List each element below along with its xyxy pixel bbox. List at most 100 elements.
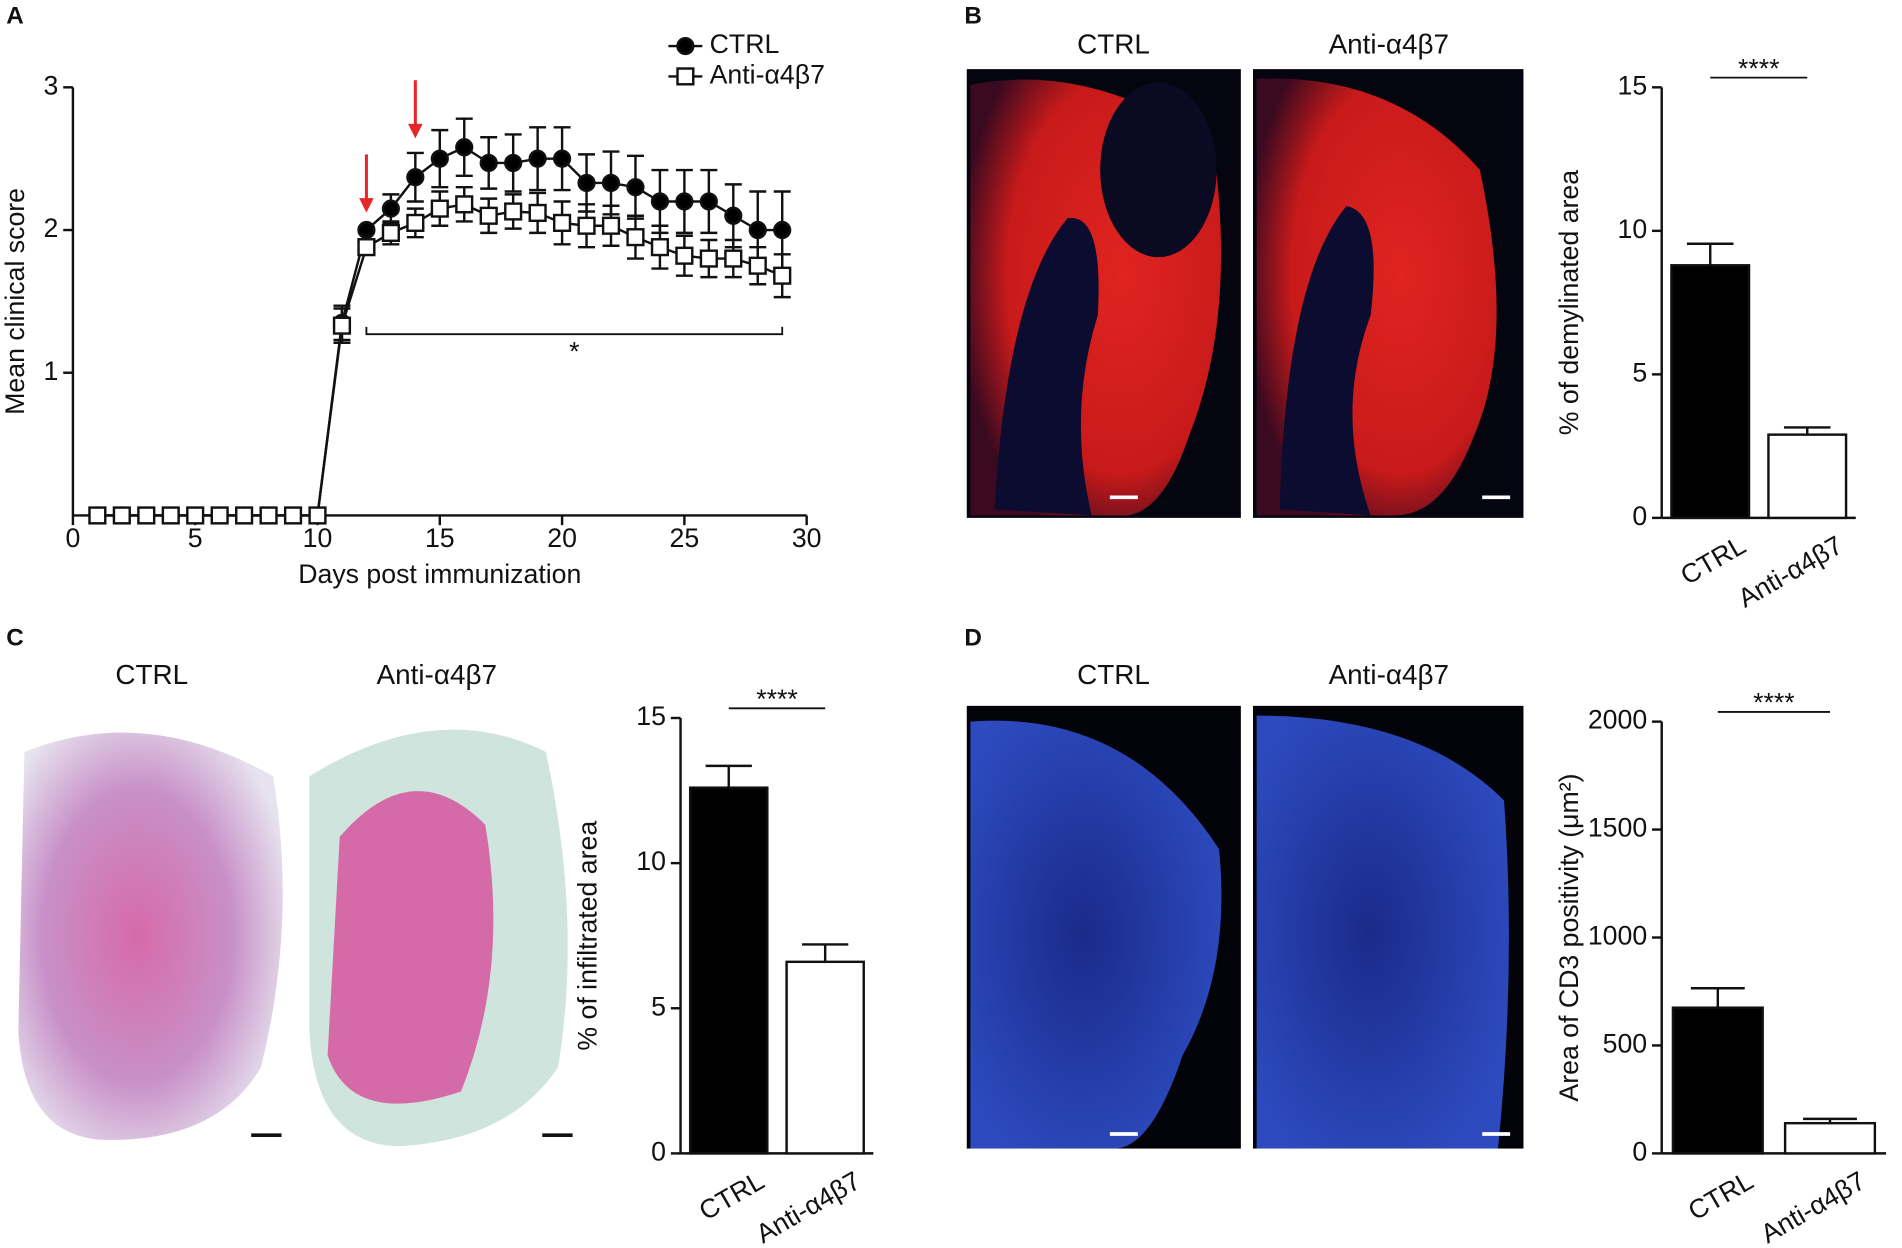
panel-label: B	[964, 2, 982, 29]
bar	[1767, 433, 1848, 520]
point	[186, 506, 205, 525]
micrograph-caption: CTRL	[115, 659, 188, 690]
point	[675, 192, 694, 211]
point	[626, 228, 645, 247]
x-tick-label: CTRL	[694, 1165, 769, 1226]
panel-label: C	[6, 625, 24, 652]
point	[675, 246, 694, 265]
significance-label: ****	[1738, 53, 1780, 83]
significance-label: ****	[1753, 688, 1795, 718]
y-tick-label: 0	[1632, 501, 1647, 531]
y-tick-label: 5	[651, 991, 666, 1021]
point	[479, 153, 498, 173]
significance-bracket	[365, 326, 784, 336]
point	[748, 256, 767, 275]
x-tick-label: 10	[303, 523, 333, 553]
point	[88, 506, 107, 525]
arrow-head	[408, 123, 423, 139]
x-tick-label: 15	[425, 523, 455, 553]
micrograph-b: CTRL Anti-α4β7	[966, 28, 1524, 518]
annotation: *	[569, 337, 579, 367]
x-tick-label: Anti-α4β7	[1756, 1165, 1871, 1248]
point	[552, 213, 572, 232]
point	[137, 506, 156, 525]
micrograph-caption: Anti-α4β7	[1329, 28, 1449, 59]
y-axis-label: Mean clinical score	[0, 188, 30, 415]
point	[699, 192, 718, 211]
x-tick-label: 25	[670, 523, 700, 553]
y-axis-label: Area of CD3 positivity (μm²)	[1554, 773, 1584, 1101]
point	[650, 238, 670, 257]
point	[528, 203, 547, 223]
point	[283, 506, 303, 525]
point	[504, 153, 523, 173]
x-tick-label: CTRL	[1683, 1165, 1758, 1226]
panel-label: A	[6, 2, 24, 29]
point	[528, 149, 547, 168]
point	[381, 223, 400, 242]
bar	[1671, 1006, 1764, 1155]
x-tick-label: 20	[547, 523, 577, 553]
point	[455, 138, 474, 157]
point	[308, 506, 327, 525]
y-axis-label: % of demylinated area	[1554, 170, 1584, 436]
point	[724, 249, 743, 268]
y-tick-label: 1	[44, 356, 59, 386]
point	[626, 178, 645, 197]
point	[161, 506, 180, 525]
point	[650, 192, 670, 211]
point	[430, 199, 449, 218]
y-tick-label: 15	[1617, 70, 1647, 100]
legend-marker	[676, 67, 695, 86]
legend-label: CTRL	[710, 29, 780, 59]
point	[406, 168, 425, 187]
point	[748, 220, 767, 240]
point	[577, 173, 596, 193]
point	[504, 202, 523, 221]
x-tick-label: 5	[188, 523, 203, 553]
point	[773, 266, 792, 285]
point	[430, 149, 449, 168]
y-axis-label: % of infiltrated area	[573, 821, 603, 1051]
x-tick-label: 30	[792, 523, 822, 553]
point	[699, 249, 718, 268]
point	[601, 216, 621, 235]
point	[479, 206, 498, 225]
y-tick-label: 10	[1617, 214, 1647, 244]
point	[406, 213, 425, 232]
point	[112, 506, 131, 525]
significance-label: ****	[756, 684, 798, 714]
y-tick-label: 2000	[1588, 705, 1647, 735]
point	[332, 316, 352, 335]
point	[773, 220, 792, 240]
point	[552, 149, 572, 168]
legend-marker	[676, 36, 695, 56]
x-tick-label: 0	[65, 523, 80, 553]
micrograph-caption: CTRL	[1077, 28, 1150, 59]
y-tick-label: 15	[636, 701, 666, 731]
x-tick-label: Anti-α4β7	[1733, 530, 1848, 614]
y-tick-label: 3	[44, 70, 59, 100]
legend-label: Anti-α4β7	[710, 59, 825, 89]
micrograph-c: CTRL Anti-α4β7	[18, 659, 573, 1147]
bar	[1670, 264, 1751, 520]
point	[357, 220, 376, 240]
y-tick-label: 10	[636, 846, 666, 876]
bar	[785, 960, 865, 1155]
y-tick-label: 1000	[1588, 921, 1647, 951]
point	[601, 173, 621, 193]
point	[724, 206, 743, 225]
bar	[1783, 1121, 1877, 1155]
y-tick-label: 0	[1632, 1136, 1647, 1166]
micrograph-d: CTRL Anti-α4β7	[966, 659, 1524, 1149]
point	[210, 506, 229, 525]
y-tick-label: 0	[651, 1136, 666, 1166]
point	[381, 199, 400, 218]
y-tick-label: 2	[44, 213, 59, 243]
point	[357, 238, 376, 257]
point	[235, 506, 254, 525]
x-axis-label: Days post immunization	[298, 559, 581, 589]
arrow-head	[359, 198, 374, 213]
